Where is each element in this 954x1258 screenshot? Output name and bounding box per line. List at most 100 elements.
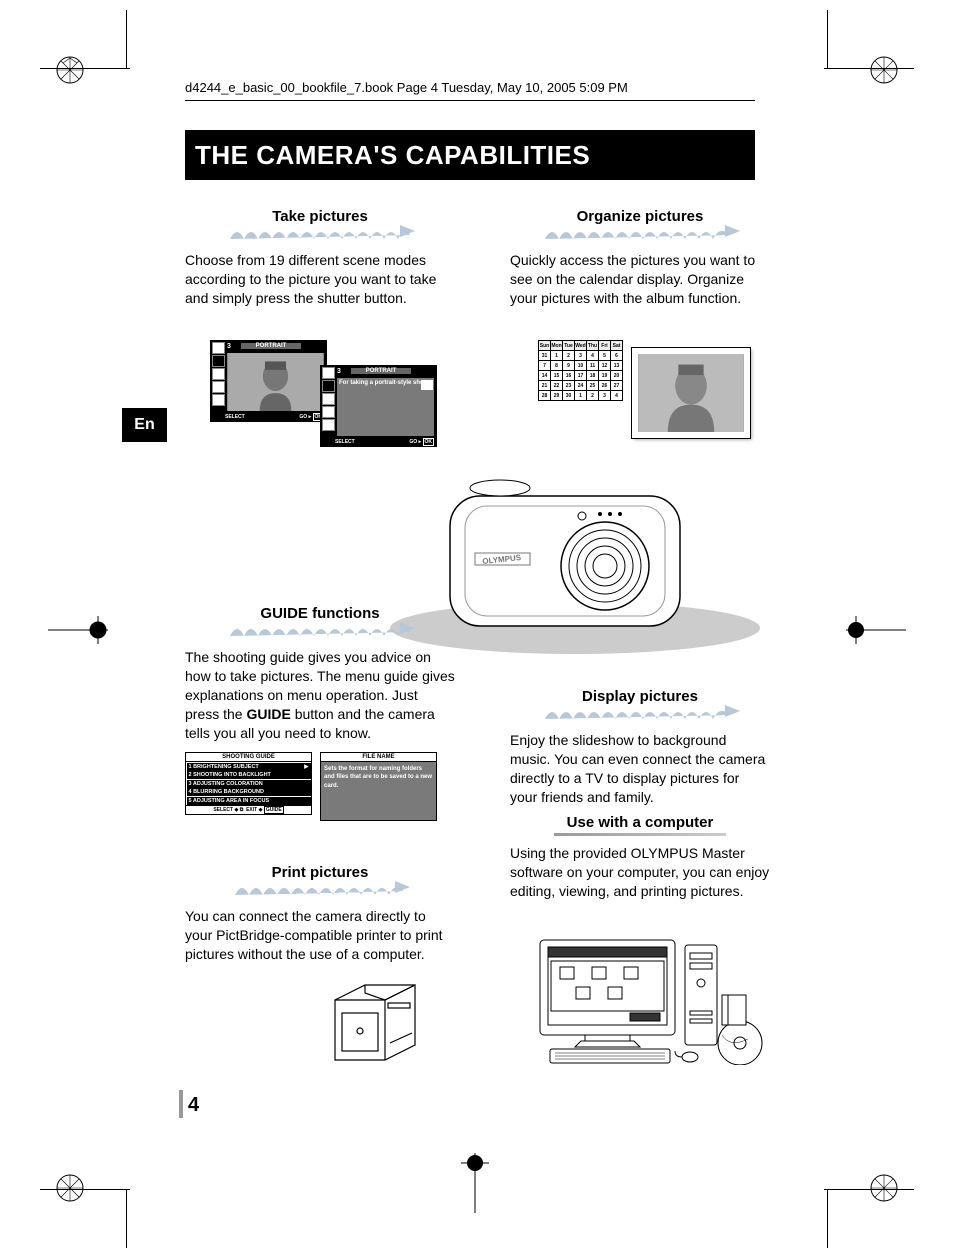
header-text: d4244_e_basic_00_bookfile_7.book Page 4 … bbox=[185, 80, 755, 95]
body-display: Enjoy the slideshow to background music.… bbox=[510, 731, 770, 807]
cal-cell: 12 bbox=[599, 361, 611, 371]
page-title: THE CAMERA'S CAPABILITIES bbox=[195, 140, 590, 170]
cal-day-header: Sat bbox=[611, 341, 623, 351]
reg-bottom-icon bbox=[455, 1153, 495, 1218]
cal-cell: 28 bbox=[539, 391, 551, 401]
cal-cell: 11 bbox=[587, 361, 599, 371]
wave-decoration-icon bbox=[225, 620, 415, 638]
cal-cell: 2 bbox=[563, 351, 575, 361]
printer-illustration bbox=[320, 975, 430, 1075]
cal-day-header: Wed bbox=[575, 341, 587, 351]
cal-day-header: Fri bbox=[599, 341, 611, 351]
page-number-bar bbox=[179, 1090, 183, 1118]
body-print: You can connect the camera directly to y… bbox=[185, 907, 455, 964]
cal-day-header: Mon bbox=[551, 341, 563, 351]
header-rule bbox=[185, 100, 755, 101]
wave-decoration-icon bbox=[225, 223, 415, 241]
cal-cell: 6 bbox=[611, 351, 623, 361]
organize-photo bbox=[632, 348, 750, 438]
guide-footer: SELECT ◆ ⧉ EXIT ◆ GUIDE bbox=[186, 805, 311, 814]
crop-line bbox=[827, 10, 828, 68]
crop-line bbox=[40, 68, 130, 69]
heading-print: Print pictures bbox=[185, 864, 455, 881]
cal-cell: 24 bbox=[575, 381, 587, 391]
cal-cell: 5 bbox=[599, 351, 611, 361]
crop-line bbox=[824, 68, 914, 69]
section-print: Print pictures You can connect the camer… bbox=[185, 864, 455, 964]
cal-cell: 20 bbox=[611, 371, 623, 381]
guide-row: 4 BLURRING BACKGROUND bbox=[187, 788, 311, 796]
cal-cell: 29 bbox=[551, 391, 563, 401]
wave-decoration-icon bbox=[230, 879, 410, 897]
cal-cell: 9 bbox=[563, 361, 575, 371]
lcd-screen-2: 3 PORTRAIT For taking a portrait-style s… bbox=[320, 365, 437, 447]
section-take-pictures: Take pictures Choose from 19 different s… bbox=[185, 208, 455, 308]
reg-side-icon bbox=[846, 610, 906, 655]
cal-cell: 15 bbox=[551, 371, 563, 381]
guide-row: 5 ADJUSTING AREA IN FOCUS bbox=[187, 797, 311, 805]
shooting-guide-panel: SHOOTING GUIDE 1 BRIGHTENING SUBJECT ▶2 … bbox=[185, 752, 312, 815]
lcd-screen-1: 3 PORTRAIT SELECTGO ▸ OK bbox=[210, 340, 327, 422]
lcd2-select: SELECT bbox=[335, 439, 355, 445]
language-tab: En bbox=[122, 408, 167, 442]
crop-line bbox=[827, 1190, 828, 1248]
cal-cell: 1 bbox=[575, 391, 587, 401]
reg-mark-icon bbox=[869, 55, 899, 85]
cal-cell: 1 bbox=[551, 351, 563, 361]
section-organize: Organize pictures Quickly access the pic… bbox=[510, 208, 770, 308]
lcd1-select: SELECT bbox=[225, 414, 245, 420]
cal-cell: 10 bbox=[575, 361, 587, 371]
cal-cell: 4 bbox=[587, 351, 599, 361]
lcd2-mode-label: PORTRAIT bbox=[351, 368, 411, 374]
cal-cell: 7 bbox=[539, 361, 551, 371]
filename-title: FILE NAME bbox=[321, 753, 436, 762]
wave-decoration-icon bbox=[540, 703, 740, 721]
section-guide: GUIDE functions The shooting guide gives… bbox=[185, 605, 455, 742]
filename-desc: Sets the format for naming folders and f… bbox=[321, 762, 436, 820]
cal-cell: 2 bbox=[587, 391, 599, 401]
cal-day-header: Sun bbox=[539, 341, 551, 351]
file-name-panel: FILE NAME Sets the format for naming fol… bbox=[320, 752, 437, 821]
computer-illustration bbox=[530, 935, 770, 1070]
title-band: THE CAMERA'S CAPABILITIES bbox=[185, 130, 755, 180]
cal-cell: 8 bbox=[551, 361, 563, 371]
heading-computer: Use with a computer bbox=[510, 814, 770, 831]
cal-cell: 27 bbox=[611, 381, 623, 391]
cal-cell: 17 bbox=[575, 371, 587, 381]
cal-cell: 14 bbox=[539, 371, 551, 381]
calendar-table: SunMonTueWedThuFriSat 311234567891011121… bbox=[538, 340, 623, 401]
cal-cell: 3 bbox=[599, 391, 611, 401]
cal-cell: 23 bbox=[563, 381, 575, 391]
reg-mark-icon bbox=[55, 1173, 85, 1203]
lcd1-mode-label: PORTRAIT bbox=[241, 343, 301, 349]
guide-row: 2 SHOOTING INTO BACKLIGHT bbox=[187, 771, 311, 779]
calendar-panel: SunMonTueWedThuFriSat 311234567891011121… bbox=[538, 340, 623, 401]
cal-day-header: Tue bbox=[563, 341, 575, 351]
crop-line bbox=[824, 1189, 914, 1190]
camera-icon bbox=[421, 380, 433, 390]
body-take: Choose from 19 different scene modes acc… bbox=[185, 251, 455, 308]
cal-cell: 25 bbox=[587, 381, 599, 391]
cal-cell: 30 bbox=[563, 391, 575, 401]
cal-day-header: Thu bbox=[587, 341, 599, 351]
cal-cell: 26 bbox=[599, 381, 611, 391]
guide-title: SHOOTING GUIDE bbox=[186, 753, 311, 762]
lcd2-mode-num: 3 bbox=[337, 368, 341, 375]
crop-line bbox=[40, 1189, 130, 1190]
cal-cell: 18 bbox=[587, 371, 599, 381]
cal-cell: 3 bbox=[575, 351, 587, 361]
body-organize: Quickly access the pictures you want to … bbox=[510, 251, 770, 308]
lcd2-desc: For taking a portrait-style shot. bbox=[337, 378, 434, 436]
cal-cell: 4 bbox=[611, 391, 623, 401]
underline-decoration bbox=[554, 833, 726, 836]
page: d4244_e_basic_00_bookfile_7.book Page 4 … bbox=[0, 0, 954, 1258]
cal-cell: 21 bbox=[539, 381, 551, 391]
cal-cell: 16 bbox=[563, 371, 575, 381]
body-guide: The shooting guide gives you advice on h… bbox=[185, 648, 455, 742]
crop-line bbox=[126, 10, 127, 68]
guide-row: 1 BRIGHTENING SUBJECT ▶ bbox=[187, 763, 311, 771]
section-computer: Use with a computer Using the provided O… bbox=[510, 814, 770, 901]
reg-side-icon bbox=[48, 610, 108, 655]
cal-cell: 19 bbox=[599, 371, 611, 381]
lcd1-mode-num: 3 bbox=[227, 343, 231, 350]
